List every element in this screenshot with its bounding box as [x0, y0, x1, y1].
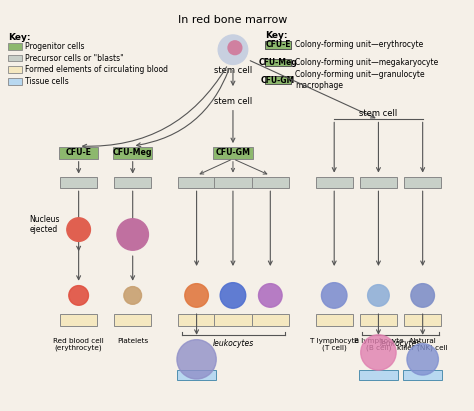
- Bar: [8, 78, 22, 85]
- FancyBboxPatch shape: [114, 314, 151, 326]
- Text: leukocytes: leukocytes: [213, 339, 254, 348]
- Text: Nucleus
ejected: Nucleus ejected: [29, 215, 59, 234]
- FancyBboxPatch shape: [214, 314, 252, 326]
- FancyBboxPatch shape: [213, 147, 253, 159]
- Text: CFU-GM: CFU-GM: [216, 148, 250, 157]
- Text: CFU-Meg: CFU-Meg: [259, 58, 298, 67]
- FancyBboxPatch shape: [60, 176, 97, 188]
- FancyBboxPatch shape: [60, 314, 97, 326]
- Bar: [8, 43, 22, 50]
- FancyBboxPatch shape: [360, 176, 397, 188]
- Text: T lymphocyte
(T cell): T lymphocyte (T cell): [310, 338, 359, 351]
- FancyBboxPatch shape: [404, 314, 441, 326]
- Bar: [8, 67, 22, 73]
- FancyBboxPatch shape: [403, 370, 442, 380]
- Text: leukocytes: leukocytes: [380, 339, 421, 348]
- Text: Platelets: Platelets: [117, 338, 148, 344]
- FancyBboxPatch shape: [114, 176, 151, 188]
- Text: Colony-forming unit—megakaryocyte: Colony-forming unit—megakaryocyte: [295, 58, 438, 67]
- Circle shape: [321, 283, 347, 308]
- Circle shape: [177, 339, 216, 379]
- FancyBboxPatch shape: [404, 176, 441, 188]
- Circle shape: [368, 285, 389, 306]
- FancyBboxPatch shape: [316, 176, 353, 188]
- Circle shape: [220, 283, 246, 308]
- Circle shape: [258, 284, 282, 307]
- Bar: [265, 76, 291, 84]
- Circle shape: [67, 218, 91, 241]
- Text: stem cell: stem cell: [214, 97, 252, 106]
- Text: Tissue cells: Tissue cells: [25, 77, 68, 86]
- Text: stem cell: stem cell: [359, 109, 398, 118]
- Text: Key:: Key:: [8, 33, 30, 42]
- Text: In red bone marrow: In red bone marrow: [178, 15, 288, 25]
- Circle shape: [185, 284, 209, 307]
- Text: Natural
killer (NK) cell: Natural killer (NK) cell: [397, 338, 448, 351]
- FancyBboxPatch shape: [178, 314, 215, 326]
- Text: CFU-E: CFU-E: [265, 40, 291, 49]
- Text: Colony-forming unit—granulocyte
macrophage: Colony-forming unit—granulocyte macropha…: [295, 70, 425, 90]
- FancyBboxPatch shape: [316, 314, 353, 326]
- FancyBboxPatch shape: [252, 314, 289, 326]
- Circle shape: [218, 35, 248, 65]
- Circle shape: [124, 286, 142, 304]
- Bar: [8, 55, 22, 62]
- Text: CFU-Meg: CFU-Meg: [113, 148, 153, 157]
- FancyBboxPatch shape: [214, 176, 252, 188]
- FancyBboxPatch shape: [59, 147, 98, 159]
- Text: Formed elements of circulating blood: Formed elements of circulating blood: [25, 65, 168, 74]
- Text: Key:: Key:: [265, 31, 288, 40]
- Text: stem cell: stem cell: [214, 67, 252, 75]
- FancyBboxPatch shape: [359, 370, 398, 380]
- Text: CFU-E: CFU-E: [65, 148, 91, 157]
- Text: Progenitor cells: Progenitor cells: [25, 42, 84, 51]
- FancyBboxPatch shape: [113, 147, 152, 159]
- FancyBboxPatch shape: [252, 176, 289, 188]
- Circle shape: [228, 41, 242, 55]
- Bar: [265, 58, 291, 67]
- Circle shape: [407, 344, 438, 375]
- Text: Colony-forming unit—erythrocyte: Colony-forming unit—erythrocyte: [295, 40, 423, 49]
- FancyBboxPatch shape: [360, 314, 397, 326]
- FancyBboxPatch shape: [177, 370, 216, 380]
- Circle shape: [117, 219, 148, 250]
- Circle shape: [69, 286, 89, 305]
- Text: Precursor cells or "blasts": Precursor cells or "blasts": [25, 53, 123, 62]
- FancyBboxPatch shape: [178, 176, 215, 188]
- Text: B lymphocyte
(B cell): B lymphocyte (B cell): [354, 338, 403, 351]
- Text: CFU-GM: CFU-GM: [261, 76, 295, 85]
- Circle shape: [411, 284, 435, 307]
- Bar: [265, 41, 291, 49]
- Text: Red blood cell
(erythrocyte): Red blood cell (erythrocyte): [53, 338, 104, 351]
- Circle shape: [361, 335, 396, 370]
